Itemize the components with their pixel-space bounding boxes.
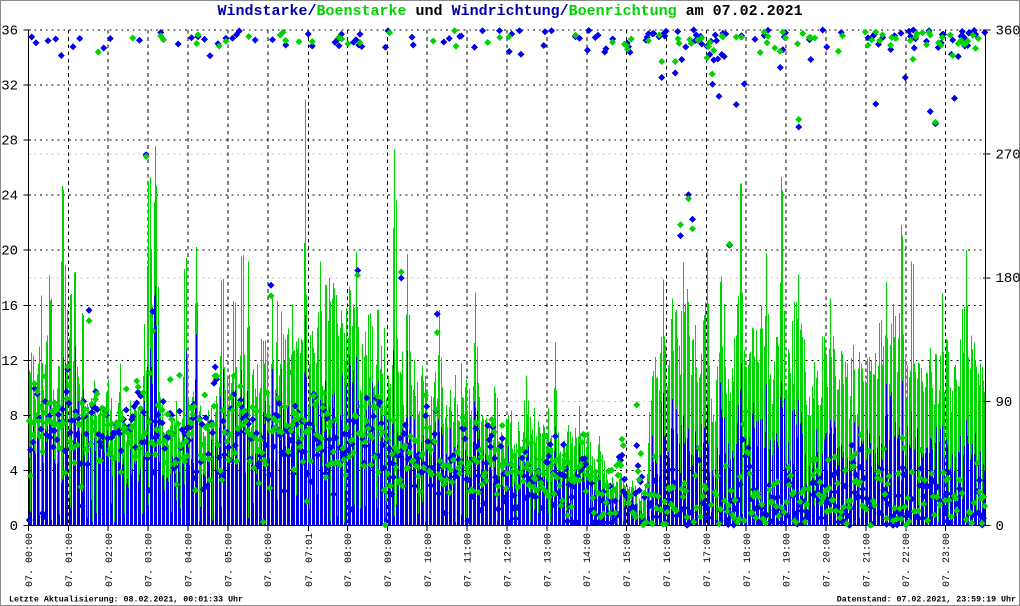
svg-text:90: 90: [996, 395, 1013, 411]
svg-text:Datenstand: 07.02.2021, 23:59:: Datenstand: 07.02.2021, 23:59:19 Uhr: [837, 595, 1016, 605]
svg-text:20: 20: [1, 244, 18, 260]
svg-text:0: 0: [996, 519, 1004, 535]
svg-text:360: 360: [996, 24, 1020, 40]
svg-text:07. 18:00: 07. 18:00: [743, 533, 754, 587]
svg-text:07. 06:00: 07. 06:00: [264, 533, 275, 587]
svg-text:07. 03:00: 07. 03:00: [145, 533, 156, 587]
svg-text:07. 01:00: 07. 01:00: [65, 533, 76, 587]
svg-text:07. 21:00: 07. 21:00: [862, 533, 873, 587]
svg-text:07. 17:00: 07. 17:00: [703, 533, 714, 587]
svg-text:07. 09:00: 07. 09:00: [384, 533, 395, 587]
svg-text:12: 12: [1, 354, 18, 370]
svg-text:Letzte Aktualisierung: 08.02.2: Letzte Aktualisierung: 08.02.2021, 00:01…: [9, 595, 243, 605]
svg-text:07. 16:00: 07. 16:00: [663, 533, 674, 587]
svg-text:180: 180: [996, 271, 1020, 287]
svg-text:07. 19:00: 07. 19:00: [783, 533, 794, 587]
svg-text:36: 36: [1, 24, 18, 40]
svg-text:0: 0: [10, 519, 18, 535]
svg-text:16: 16: [1, 299, 18, 315]
svg-text:07. 13:00: 07. 13:00: [543, 533, 554, 587]
svg-text:07. 04:00: 07. 04:00: [185, 533, 196, 587]
svg-text:07. 07:01: 07. 07:01: [305, 533, 316, 587]
svg-text:07. 02:00: 07. 02:00: [105, 533, 116, 587]
svg-text:4: 4: [10, 464, 18, 480]
svg-text:07. 15:00: 07. 15:00: [623, 533, 634, 587]
svg-text:24: 24: [1, 189, 18, 205]
svg-text:07. 00:00: 07. 00:00: [25, 533, 36, 587]
svg-text:07. 12:00: 07. 12:00: [504, 533, 515, 587]
svg-text:07. 20:00: 07. 20:00: [823, 533, 834, 587]
svg-text:07. 22:00: 07. 22:00: [902, 533, 913, 587]
svg-text:32: 32: [1, 79, 18, 95]
svg-text:270: 270: [996, 147, 1020, 163]
svg-text:07. 23:00: 07. 23:00: [942, 533, 953, 587]
svg-text:07. 11:00: 07. 11:00: [464, 533, 475, 587]
svg-text:07. 08:00: 07. 08:00: [344, 533, 355, 587]
svg-text:28: 28: [1, 134, 18, 150]
svg-text:07. 14:00: 07. 14:00: [583, 533, 594, 587]
svg-text:07. 10:00: 07. 10:00: [424, 533, 435, 587]
svg-text:07. 05:00: 07. 05:00: [224, 533, 235, 587]
svg-text:8: 8: [10, 409, 18, 425]
svg-text:Windstarke/Boenstarke und Wind: Windstarke/Boenstarke und Windrichtung/B…: [218, 3, 803, 20]
